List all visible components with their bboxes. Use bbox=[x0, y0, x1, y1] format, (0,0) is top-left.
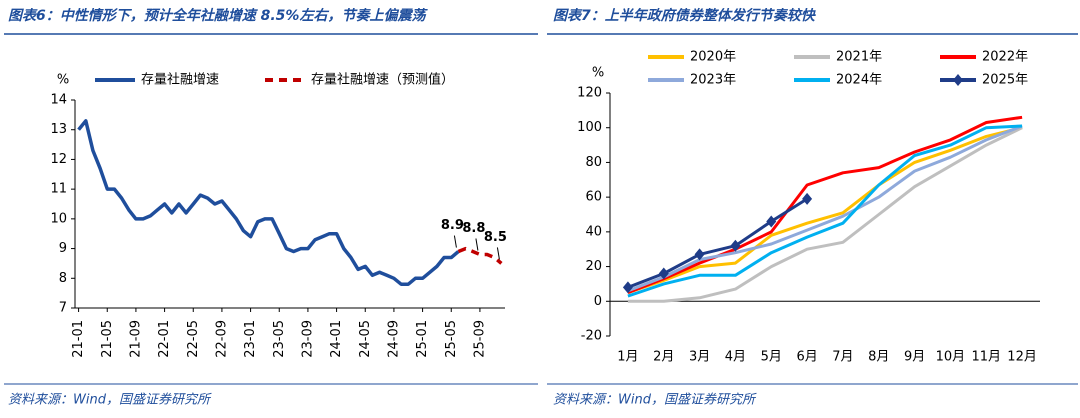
x-tick-label: 24-01 bbox=[329, 320, 344, 358]
x-tick-label: 7月 bbox=[832, 350, 853, 365]
legend-label: 2024年 bbox=[836, 73, 882, 88]
series-line bbox=[627, 115, 1023, 294]
x-tick-label: 23-01 bbox=[243, 320, 258, 358]
data-label: 8.8 bbox=[462, 221, 485, 236]
y-tick-label: 14 bbox=[50, 93, 67, 108]
y-tick-label: 40 bbox=[585, 224, 602, 239]
marker bbox=[694, 248, 705, 261]
x-tick-label: 5月 bbox=[761, 350, 782, 365]
marker bbox=[766, 215, 777, 228]
series-line bbox=[627, 124, 1023, 298]
legend-label: 2020年 bbox=[690, 50, 736, 65]
legend-label: 存量社融增速（预测值） bbox=[311, 72, 454, 88]
x-tick-label: 2月 bbox=[653, 350, 674, 365]
x-tick-label: 21-01 bbox=[71, 320, 86, 358]
legend-label: 2021年 bbox=[836, 50, 882, 65]
x-tick-label: 25-05 bbox=[444, 320, 459, 358]
series-line bbox=[627, 126, 1023, 303]
chart-title: 图表7：上半年政府债券整体发行节奏较快 bbox=[553, 7, 817, 24]
y-tick-label: 11 bbox=[50, 182, 67, 197]
series-line bbox=[627, 126, 1023, 295]
x-tick-label: 25-01 bbox=[415, 320, 430, 358]
x-tick-label: 22-05 bbox=[186, 320, 201, 358]
data-label: 8.9 bbox=[441, 218, 464, 233]
legend-label: 2022年 bbox=[982, 50, 1028, 65]
marker bbox=[802, 192, 813, 205]
y-tick-label: 0 bbox=[594, 294, 602, 309]
series-line bbox=[457, 246, 503, 265]
marker bbox=[658, 267, 669, 280]
y-tick-label: -20 bbox=[581, 329, 602, 344]
data-label: 8.5 bbox=[484, 230, 507, 245]
x-tick-label: 11月 bbox=[971, 350, 1001, 365]
marker bbox=[622, 281, 633, 294]
x-tick-label: 24-09 bbox=[386, 320, 401, 358]
leader-line bbox=[475, 238, 479, 251]
legend-label: 2023年 bbox=[690, 73, 736, 88]
x-tick-label: 3月 bbox=[689, 350, 710, 365]
y-tick-label: 9 bbox=[59, 241, 67, 256]
x-tick-label: 21-05 bbox=[100, 320, 115, 358]
x-tick-label: 8月 bbox=[868, 350, 889, 365]
y-tick-label: 10 bbox=[50, 211, 67, 226]
x-tick-label: 23-09 bbox=[300, 320, 315, 358]
x-tick-label: 22-01 bbox=[157, 320, 172, 358]
x-tick-label: 22-09 bbox=[214, 320, 229, 358]
y-tick-label: 20 bbox=[585, 259, 602, 274]
y-tick-label: 60 bbox=[585, 190, 602, 205]
series-line bbox=[627, 124, 1023, 293]
x-tick-label: 21-09 bbox=[128, 320, 143, 358]
y-tick-label: 80 bbox=[585, 155, 602, 170]
series-line bbox=[627, 197, 808, 289]
x-tick-label: 6月 bbox=[796, 350, 817, 365]
x-tick-label: 24-05 bbox=[358, 320, 373, 358]
source: 资料来源：Wind，国盛证券研究所 bbox=[8, 392, 212, 408]
leader-line bbox=[496, 247, 500, 260]
y-tick-label: 100 bbox=[577, 120, 602, 135]
legend-marker bbox=[953, 74, 963, 86]
legend-label: 存量社融增速 bbox=[141, 72, 219, 88]
marker bbox=[730, 239, 741, 252]
y-axis-label: % bbox=[592, 66, 604, 81]
source: 资料来源：Wind，国盛证券研究所 bbox=[553, 392, 757, 408]
x-tick-label: 12月 bbox=[1007, 350, 1037, 365]
x-tick-label: 25-09 bbox=[472, 320, 487, 358]
x-tick-label: 9月 bbox=[904, 350, 925, 365]
y-tick-label: 12 bbox=[50, 152, 67, 167]
y-tick-label: 8 bbox=[59, 271, 67, 286]
x-tick-label: 4月 bbox=[725, 350, 746, 365]
series-line bbox=[77, 119, 460, 286]
y-tick-label: 120 bbox=[577, 86, 602, 101]
leader-line bbox=[453, 235, 457, 248]
x-tick-label: 23-05 bbox=[272, 320, 287, 358]
chart-title: 图表6：中性情形下，预计全年社融增速 8.5%左右，节奏上偏震荡 bbox=[8, 7, 428, 24]
legend-label: 2025年 bbox=[982, 73, 1028, 88]
y-tick-label: 7 bbox=[59, 301, 67, 316]
x-tick-label: 1月 bbox=[617, 350, 638, 365]
x-tick-label: 10月 bbox=[936, 350, 966, 365]
y-axis-label: % bbox=[57, 73, 69, 88]
y-tick-label: 13 bbox=[50, 122, 67, 137]
